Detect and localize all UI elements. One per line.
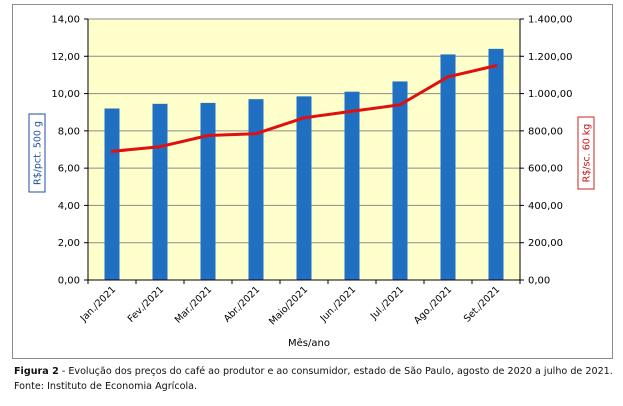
bar — [200, 102, 216, 281]
x-tick-label: Abr./2021 — [222, 284, 262, 324]
line-point — [302, 116, 306, 120]
x-tick-label: Maio/2021 — [267, 284, 310, 327]
x-tick-label: Jun./2021 — [318, 284, 358, 324]
x-tick-label: Mar./2021 — [173, 284, 214, 325]
right-tick-label: 1.200,00 — [528, 52, 573, 63]
left-axis-title: R$/pct. 500 g — [33, 121, 44, 185]
left-tick-label: 6,00 — [58, 164, 80, 175]
line-point — [158, 145, 162, 149]
right-tick-label: 200,00 — [528, 238, 563, 249]
left-tick-label: 8,00 — [58, 126, 80, 137]
right-tick-label: 400,00 — [528, 201, 563, 212]
x-tick-label: Fev./2021 — [126, 284, 166, 324]
left-tick-label: 12,00 — [51, 52, 80, 63]
figure-source: Fonte: Instituto de Economia Agrícola. — [14, 381, 198, 392]
figure-caption: Figura 2 - Evolução dos preços do café a… — [14, 364, 614, 394]
bar — [344, 91, 360, 280]
bar — [296, 96, 312, 280]
right-axis-title-box — [577, 116, 595, 190]
left-tick-label: 2,00 — [58, 238, 80, 249]
x-tick-label: Ago./2021 — [412, 284, 454, 326]
bar — [488, 48, 504, 281]
line-point — [398, 103, 402, 107]
bar — [440, 54, 456, 280]
right-tick-label: 1.000,00 — [528, 89, 573, 100]
right-axis-title: R$/sc. 60 kg — [582, 124, 593, 183]
figure-caption-text: - Evolução dos preços do café ao produto… — [58, 366, 613, 377]
line-point — [110, 149, 114, 153]
line-point — [254, 132, 258, 136]
left-tick-label: 10,00 — [51, 89, 80, 100]
bar — [104, 108, 120, 280]
chart-frame: 0,00 2,00 4,00 6,00 8,00 10,00 12,00 14,00 0,00 2… — [12, 4, 613, 359]
x-tick-label: Jan./2021 — [78, 284, 118, 324]
line-point — [206, 134, 210, 138]
x-tick-label: Jul./2021 — [368, 284, 406, 322]
bar — [392, 81, 408, 280]
x-axis-title: Mês/ano — [288, 337, 330, 349]
right-tick-label: 1.400,00 — [528, 15, 573, 26]
left-tick-label: 0,00 — [58, 276, 80, 287]
bar — [248, 99, 264, 281]
left-tick-label: 14,00 — [51, 15, 80, 26]
line-point — [494, 64, 498, 68]
figure-label: Figura 2 — [14, 366, 59, 377]
left-tick-label: 4,00 — [58, 201, 80, 212]
chart: 0,00 2,00 4,00 6,00 8,00 10,00 12,00 14,00 0,00 2… — [28, 15, 595, 349]
line-point — [350, 109, 354, 113]
x-tick-label: Set./2021 — [462, 284, 502, 324]
bar — [152, 103, 168, 280]
left-axis-title-box — [28, 113, 46, 193]
line-point — [446, 75, 450, 79]
right-tick-label: 800,00 — [528, 126, 563, 137]
right-tick-label: 0,00 — [528, 276, 550, 287]
right-tick-label: 600,00 — [528, 164, 563, 175]
